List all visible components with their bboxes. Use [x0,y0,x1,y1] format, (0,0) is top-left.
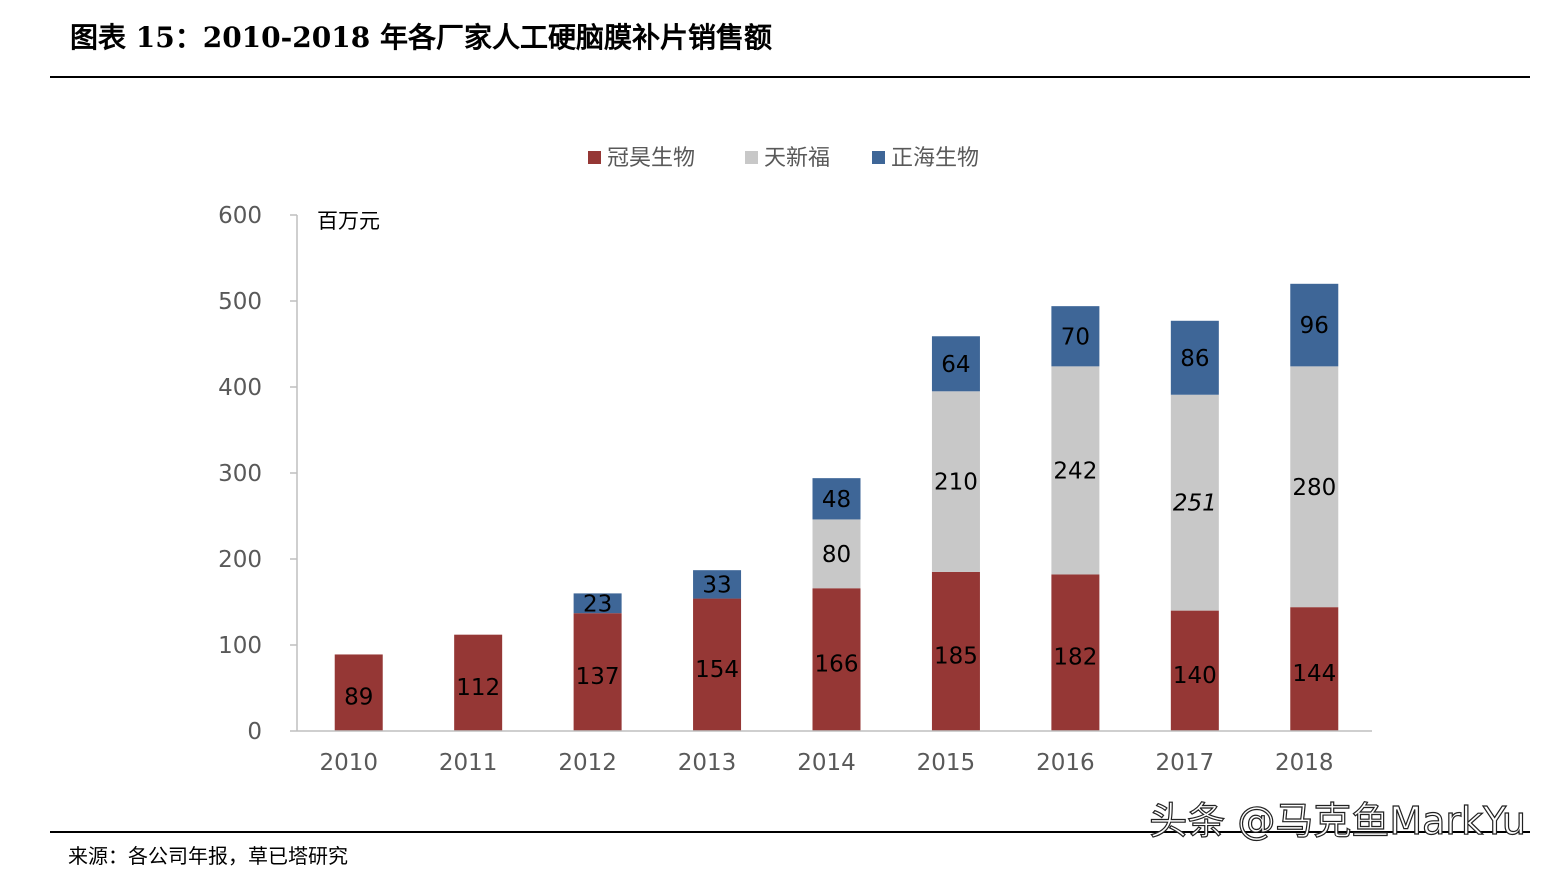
bar-segment [1170,394,1219,611]
watermark: 头条 @马克鱼MarkYu [1149,798,1527,843]
y-tick-label: 200 [218,547,262,573]
x-tick-label: 2015 [917,750,976,776]
data-label: 182 [1053,645,1097,671]
bar-segment [1051,574,1100,731]
bar-segment [812,519,861,589]
y-tick-label: 100 [218,633,262,659]
data-label: 185 [934,643,978,669]
x-tick-label: 2011 [439,750,498,776]
data-label: 89 [344,685,373,711]
chart-title: 图表 15：2010-2018 年各厂家人工硬脑膜补片销售额 [70,21,772,54]
bottom-rule [50,831,1530,833]
data-label: 48 [822,487,851,513]
data-label: 137 [576,664,620,690]
y-tick-label: 600 [218,203,262,229]
x-tick-label: 2018 [1275,750,1334,776]
top-rule [50,76,1530,78]
bar-segment [931,571,980,731]
source-note: 来源：各公司年报，草已塔研究 [68,844,348,868]
data-label: 242 [1053,458,1097,484]
x-tick-label: 2013 [678,750,737,776]
bar-segment [334,654,383,731]
data-label: 96 [1300,313,1329,339]
bar-segment [812,588,861,731]
bar-segment [1290,283,1339,367]
bar-segment [812,478,861,520]
bar-segment [693,570,742,599]
bar-segment [573,613,622,731]
x-tick-label: 2010 [319,750,378,776]
legend-label: 天新福 [764,146,830,171]
y-tick-label: 500 [218,289,262,315]
legend: 冠昊生物 天新福 正海生物 [588,146,979,171]
legend-label: 正海生物 [891,146,979,171]
y-tick-label: 0 [247,719,262,745]
data-label: 144 [1292,661,1336,687]
data-label: 140 [1173,663,1217,689]
data-label: 154 [695,657,739,683]
bar-segment [931,336,980,392]
y-tick-label: 300 [218,461,262,487]
data-label: 80 [822,542,851,568]
legend-swatch [872,151,885,164]
bar-segment [454,634,503,731]
legend-label: 冠昊生物 [607,146,695,171]
x-tick-label: 2017 [1156,750,1215,776]
data-label: 280 [1292,475,1336,501]
data-label: 86 [1180,346,1209,372]
data-label: 166 [815,652,859,678]
bar-segment [1170,320,1219,395]
data-label: 23 [583,591,612,617]
x-tick-label: 2012 [558,750,617,776]
legend-swatch [745,151,758,164]
data-label: 210 [934,470,978,496]
y-axis: 0 100 200 300 400 500 600 [218,203,298,745]
bar-segment [1051,306,1100,367]
legend-swatch [588,151,601,164]
bar-segment [1170,610,1219,731]
bar-segment [693,598,742,731]
bar-segment [931,391,980,572]
bar-segment [1290,607,1339,731]
y-tick-label: 400 [218,375,262,401]
data-label: 64 [941,352,970,378]
data-label: 70 [1061,324,1090,350]
bar-segment [573,593,622,614]
x-tick-label: 2016 [1036,750,1095,776]
data-label: 112 [456,675,500,701]
data-label: 251 [1173,491,1217,517]
bar-segment [1290,366,1339,608]
x-axis: 2010 2011 2012 2013 2014 2015 2016 2017 2018 [297,730,1372,776]
bar-segment [1051,366,1100,575]
y-unit-label: 百万元 [317,209,380,233]
bars: 89 112 137 23 154 33 166 80 48 185 210 64 182 242 70 14… [334,283,1339,731]
data-label: 33 [702,572,731,598]
x-tick-label: 2014 [797,750,856,776]
